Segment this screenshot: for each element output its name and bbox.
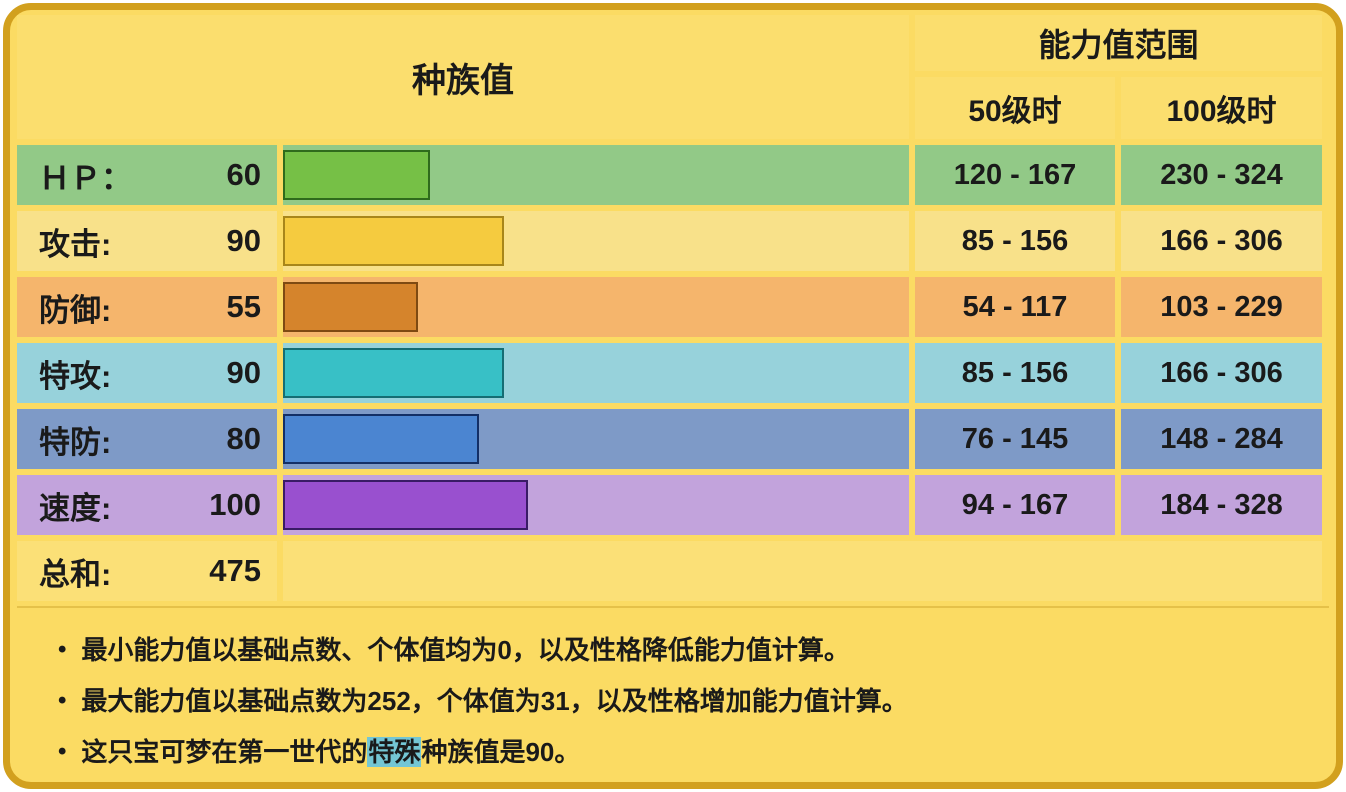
stat-bar-attack <box>283 216 504 266</box>
note-text: 这只宝可梦在第一世代的特殊种族值是90。 <box>81 736 580 768</box>
note-text-middle: 种族值是 <box>421 737 526 767</box>
stat-bar-cell-speed <box>283 475 909 535</box>
stat-name: 速度: <box>39 490 112 526</box>
total-label-cell: 总和: 475 <box>17 541 277 601</box>
header-level-50: 50级时 <box>915 77 1115 139</box>
range-lv50-hp: 120 - 167 <box>915 145 1115 205</box>
total-name: 总和: <box>39 556 112 592</box>
stat-value: 55 <box>226 289 261 324</box>
stat-name: 防御: <box>39 292 112 328</box>
stat-label-cell-sp-attack: 特攻: 90 <box>17 343 277 403</box>
stat-label-cell-sp-defense: 特防: 80 <box>17 409 277 469</box>
stat-bar-cell-defense <box>283 277 909 337</box>
stat-bar-cell-hp <box>283 145 909 205</box>
stat-label-cell-attack: 攻击: 90 <box>17 211 277 271</box>
total-spacer-cell <box>283 541 1322 601</box>
note-text-prefix: 这只宝可梦在第一世代的 <box>81 737 368 767</box>
range-lv100-sp-attack: 166 - 306 <box>1121 343 1322 403</box>
stat-bar-cell-sp-defense <box>283 409 909 469</box>
note-item-max-stat: • 最大能力值以基础点数为252，个体值为31，以及性格增加能力值计算。 <box>58 685 1306 717</box>
stat-label-cell-speed: 速度: 100 <box>17 475 277 535</box>
range-lv50-speed: 94 - 167 <box>915 475 1115 535</box>
range-lv100-attack: 166 - 306 <box>1121 211 1322 271</box>
stat-bar-sp-attack <box>283 348 504 398</box>
stat-value: 60 <box>226 157 261 192</box>
header-stat-range: 能力值范围 <box>915 15 1322 71</box>
note-item-min-stat: • 最小能力值以基础点数、个体值均为0，以及性格降低能力值计算。 <box>58 634 1306 666</box>
stat-bar-speed <box>283 480 529 530</box>
stat-bar-cell-sp-attack <box>283 343 909 403</box>
stat-value: 90 <box>226 355 261 390</box>
stat-name: 特攻: <box>39 358 112 394</box>
range-lv50-sp-attack: 85 - 156 <box>915 343 1115 403</box>
total-value: 475 <box>209 553 261 588</box>
range-lv100-speed: 184 - 328 <box>1121 475 1322 535</box>
stat-value: 80 <box>226 421 261 456</box>
stat-label-cell-hp: ＨＰ： 60 <box>17 145 277 205</box>
note-text: 最小能力值以基础点数、个体值均为0，以及性格降低能力值计算。 <box>81 635 850 665</box>
stat-value: 100 <box>209 487 261 522</box>
stat-bar-sp-defense <box>283 414 480 464</box>
stat-name: 特防: <box>39 424 112 460</box>
notes-section: • 最小能力值以基础点数、个体值均为0，以及性格降低能力值计算。 • 最大能力值… <box>58 634 1306 768</box>
header-level-100: 100级时 <box>1121 77 1322 139</box>
gen1-special-value: 90 <box>525 737 555 767</box>
bullet-icon: • <box>58 636 67 663</box>
stat-bar-defense <box>283 282 419 332</box>
range-lv100-sp-defense: 148 - 284 <box>1121 409 1322 469</box>
range-lv50-defense: 54 - 117 <box>915 277 1115 337</box>
stat-label-cell-defense: 防御: 55 <box>17 277 277 337</box>
stat-bar-hp <box>283 150 431 200</box>
stat-name: ＨＰ： <box>39 160 132 196</box>
range-lv50-attack: 85 - 156 <box>915 211 1115 271</box>
header-base-stats: 种族值 <box>17 15 909 139</box>
range-lv100-defense: 103 - 229 <box>1121 277 1322 337</box>
stat-bar-cell-attack <box>283 211 909 271</box>
base-stats-table: 种族值 能力值范围 50级时 100级时 ＨＰ： 60 120 - 167 23… <box>17 15 1329 608</box>
bullet-icon: • <box>58 687 67 714</box>
special-term-link[interactable]: 特殊 <box>367 737 422 767</box>
note-item-gen1-special: • 这只宝可梦在第一世代的特殊种族值是90。 <box>58 736 1306 768</box>
range-lv50-sp-defense: 76 - 145 <box>915 409 1115 469</box>
note-text-suffix: 。 <box>554 737 581 767</box>
stat-name: 攻击: <box>39 226 112 262</box>
range-lv100-hp: 230 - 324 <box>1121 145 1322 205</box>
stat-value: 90 <box>226 223 261 258</box>
stats-card: 种族值 能力值范围 50级时 100级时 ＨＰ： 60 120 - 167 23… <box>3 3 1343 789</box>
note-text: 最大能力值以基础点数为252，个体值为31，以及性格增加能力值计算。 <box>81 686 908 716</box>
bullet-icon: • <box>58 738 67 765</box>
